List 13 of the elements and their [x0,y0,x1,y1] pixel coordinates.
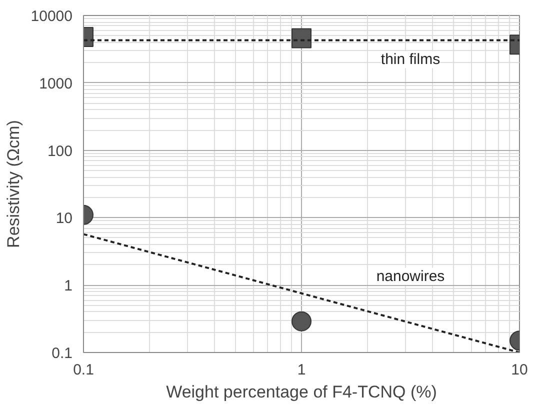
y-tick-label: 1 [64,278,72,295]
x-axis-title: Weight percentage of F4-TCNQ (%) [166,382,437,402]
y-tick-label: 10000 [30,8,73,25]
y-axis-title: Resistivity (Ωcm) [4,120,23,248]
series-label: nanowires [376,268,445,285]
y-tick-label: 0.1 [52,345,73,362]
y-tick-label: 100 [47,142,73,160]
y-tick-label: 10 [56,210,73,228]
y-tick-label: 1000 [39,75,73,92]
x-tick-label: 10 [511,362,528,378]
series-label: thin films [380,51,440,68]
x-tick-label: 1 [297,362,306,378]
x-tick-label: 0.1 [73,362,94,378]
